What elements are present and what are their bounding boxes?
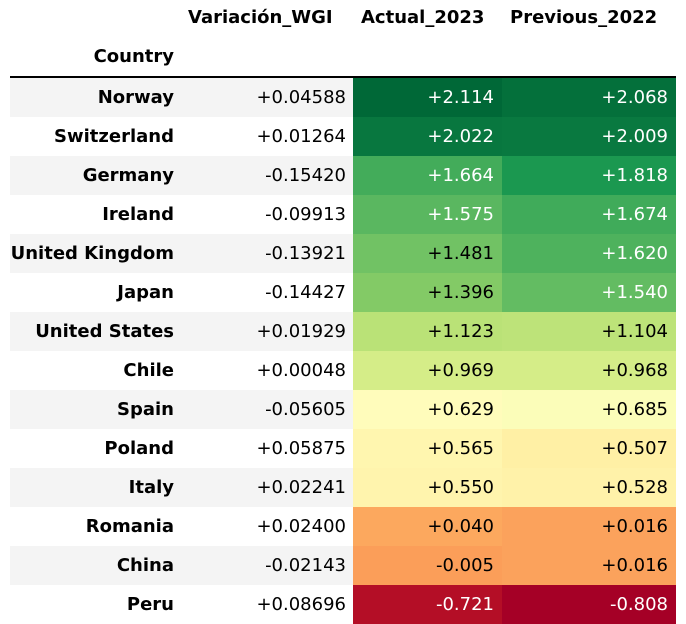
variacion-cell: -0.09913 — [265, 204, 346, 225]
table-row: United Kingdom -0.13921 +1.481 +1.620 — [0, 234, 686, 273]
actual-2023-cell: +0.565 — [353, 429, 502, 468]
actual-2023-cell: +0.550 — [353, 468, 502, 507]
variacion-cell: -0.14427 — [265, 282, 346, 303]
actual-2023-cell: +1.575 — [353, 195, 502, 234]
actual-2023-cell: +0.969 — [353, 351, 502, 390]
table-row: Poland +0.05875 +0.565 +0.507 — [0, 429, 686, 468]
column-header-previous: Previous_2022 — [510, 7, 658, 28]
previous-2022-cell: +1.540 — [502, 273, 676, 312]
table-row: Norway +0.04588 +2.114 +2.068 — [0, 78, 686, 117]
table-row: Spain -0.05605 +0.629 +0.685 — [0, 390, 686, 429]
previous-2022-cell: +1.620 — [502, 234, 676, 273]
country-cell: Romania — [85, 516, 174, 537]
variacion-cell: +0.02400 — [256, 516, 346, 537]
index-header-country: Country — [93, 46, 174, 67]
header-rule — [10, 76, 676, 78]
previous-2022-cell: +1.818 — [502, 156, 676, 195]
table-row: Japan -0.14427 +1.396 +1.540 — [0, 273, 686, 312]
variacion-cell: +0.08696 — [256, 594, 346, 615]
previous-2022-cell: +2.009 — [502, 117, 676, 156]
column-header-variacion: Variación_WGI — [188, 7, 333, 28]
previous-2022-cell: +0.685 — [502, 390, 676, 429]
table-row: Italy +0.02241 +0.550 +0.528 — [0, 468, 686, 507]
previous-2022-cell: +0.016 — [502, 546, 676, 585]
previous-2022-cell: +1.674 — [502, 195, 676, 234]
country-cell: Poland — [104, 438, 174, 459]
previous-2022-cell: +2.068 — [502, 78, 676, 117]
variacion-cell: +0.02241 — [256, 477, 346, 498]
actual-2023-cell: +1.481 — [353, 234, 502, 273]
variacion-cell: -0.13921 — [265, 243, 346, 264]
row-stripe — [10, 234, 353, 273]
country-cell: Chile — [123, 360, 174, 381]
previous-2022-cell: +0.016 — [502, 507, 676, 546]
country-cell: United States — [35, 321, 174, 342]
actual-2023-cell: +1.664 — [353, 156, 502, 195]
previous-2022-cell: -0.808 — [502, 585, 676, 624]
actual-2023-cell: +0.629 — [353, 390, 502, 429]
table-row: United States +0.01929 +1.123 +1.104 — [0, 312, 686, 351]
row-stripe — [10, 390, 353, 429]
actual-2023-cell: -0.005 — [353, 546, 502, 585]
country-cell: United Kingdom — [10, 243, 174, 264]
country-cell: Spain — [117, 399, 174, 420]
table-row: Peru +0.08696 -0.721 -0.808 — [0, 585, 686, 624]
country-cell: China — [116, 555, 174, 576]
row-stripe — [10, 468, 353, 507]
variacion-cell: -0.02143 — [265, 555, 346, 576]
previous-2022-cell: +0.528 — [502, 468, 676, 507]
row-stripe — [10, 156, 353, 195]
country-cell: Switzerland — [54, 126, 174, 147]
column-header-actual: Actual_2023 — [361, 7, 485, 28]
actual-2023-cell: +2.114 — [353, 78, 502, 117]
table-row: Switzerland +0.01264 +2.022 +2.009 — [0, 117, 686, 156]
actual-2023-cell: +0.040 — [353, 507, 502, 546]
country-cell: Germany — [82, 165, 174, 186]
previous-2022-cell: +0.968 — [502, 351, 676, 390]
variacion-cell: +0.01929 — [256, 321, 346, 342]
table-row: Chile +0.00048 +0.969 +0.968 — [0, 351, 686, 390]
actual-2023-cell: +1.123 — [353, 312, 502, 351]
variacion-cell: +0.00048 — [256, 360, 346, 381]
actual-2023-cell: +2.022 — [353, 117, 502, 156]
country-cell: Japan — [117, 282, 174, 303]
actual-2023-cell: -0.721 — [353, 585, 502, 624]
variacion-cell: +0.01264 — [256, 126, 346, 147]
actual-2023-cell: +1.396 — [353, 273, 502, 312]
variacion-cell: +0.04588 — [256, 87, 346, 108]
row-stripe — [10, 312, 353, 351]
table-row: China -0.02143 -0.005 +0.016 — [0, 546, 686, 585]
country-cell: Italy — [128, 477, 174, 498]
table-row: Ireland -0.09913 +1.575 +1.674 — [0, 195, 686, 234]
previous-2022-cell: +0.507 — [502, 429, 676, 468]
country-cell: Peru — [126, 594, 174, 615]
table-row: Germany -0.15420 +1.664 +1.818 — [0, 156, 686, 195]
country-cell: Ireland — [102, 204, 174, 225]
variacion-cell: -0.15420 — [265, 165, 346, 186]
table-row: Romania +0.02400 +0.040 +0.016 — [0, 507, 686, 546]
row-stripe — [10, 78, 353, 117]
row-stripe — [10, 546, 353, 585]
variacion-cell: +0.05875 — [256, 438, 346, 459]
previous-2022-cell: +1.104 — [502, 312, 676, 351]
variacion-cell: -0.05605 — [265, 399, 346, 420]
country-cell: Norway — [97, 87, 174, 108]
